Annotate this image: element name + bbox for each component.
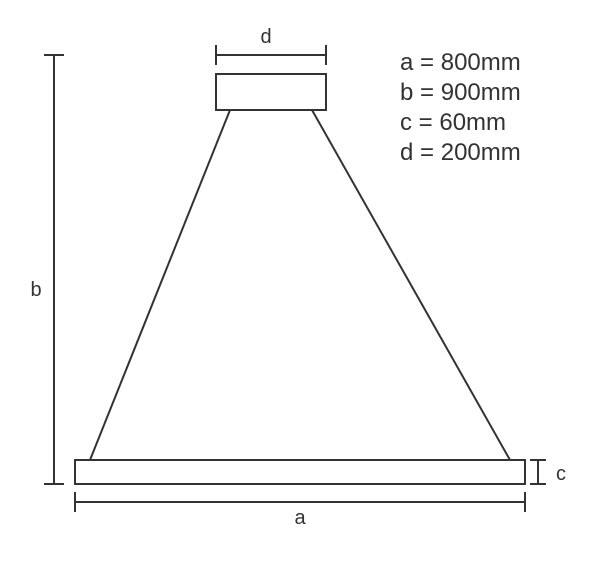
suspension-cable-left — [90, 110, 230, 460]
legend-line-c: c = 60mm — [400, 108, 521, 138]
dim-d-label: d — [260, 26, 271, 48]
legend-d: d — [400, 139, 413, 166]
diagram-stage: dabc a = 800mm b = 900mm c = 60mm d = 20… — [0, 0, 600, 564]
ceiling-canopy — [216, 74, 326, 110]
dimension-legend: a = 800mm b = 900mm c = 60mm d = 200mm — [400, 48, 521, 168]
legend-line-b: b = 900mm — [400, 78, 521, 108]
dim-b-label: b — [30, 279, 41, 301]
legend-b: b — [400, 79, 413, 106]
legend-c: c — [400, 109, 412, 136]
dim-a-label: a — [294, 507, 306, 529]
lamp-body — [75, 460, 525, 484]
legend-a: a — [400, 49, 413, 76]
legend-line-a: a = 800mm — [400, 48, 521, 78]
legend-line-d: d = 200mm — [400, 138, 521, 168]
dim-c-label: c — [556, 463, 566, 485]
